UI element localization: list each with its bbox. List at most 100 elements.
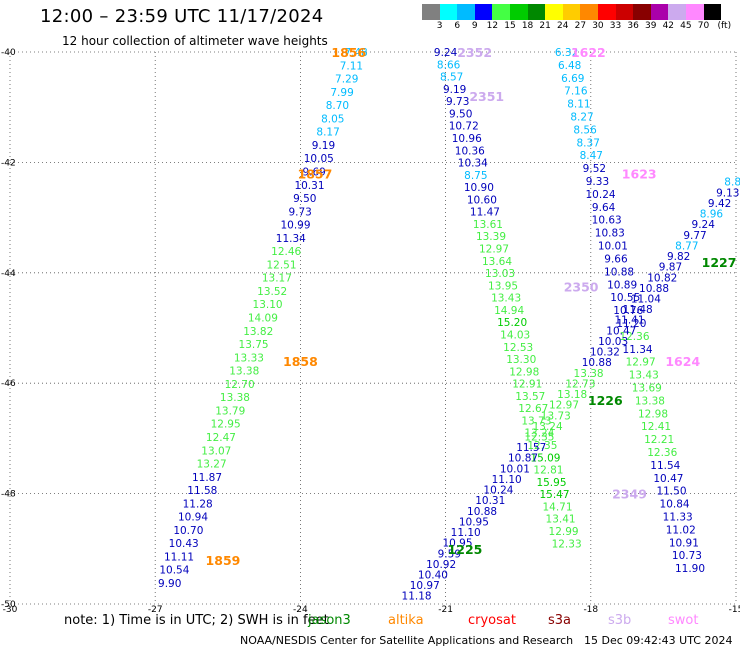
wave-height-value: 13.75 [239, 339, 269, 351]
wave-height-value: 13.27 [197, 459, 227, 471]
satellite-legend-swot: swot [668, 613, 699, 628]
wave-height-value: 9.50 [449, 108, 472, 120]
wave-height-value: 13.43 [629, 370, 659, 382]
wave-height-value: 9.90 [158, 578, 181, 590]
wave-height-value: 10.31 [475, 495, 505, 507]
wave-height-value: 10.24 [483, 485, 513, 497]
satellite-legend-jason3: jason3 [308, 613, 351, 628]
wave-height-value: 11.58 [187, 485, 217, 497]
wave-height-value: 9.19 [443, 84, 466, 96]
wave-height-value: 12.99 [549, 526, 579, 538]
wave-height-value: 13.38 [229, 366, 259, 378]
wave-height-value: 12.35 [527, 440, 557, 452]
wave-height-value: 12.98 [638, 408, 668, 420]
wave-height-value: 13.57 [515, 391, 545, 403]
pass-time-label: 1622 [571, 45, 606, 60]
legend-label: 42 [662, 21, 675, 31]
y-tick-label: -48 [1, 490, 16, 500]
wave-height-value: 9.87 [659, 262, 682, 274]
wave-height-value: 13.39 [476, 231, 506, 243]
legend-label: 36 [627, 21, 639, 31]
wave-height-value: 14.03 [500, 329, 530, 341]
wave-height-value: 13.33 [234, 352, 264, 364]
wave-height-value: 10.92 [426, 559, 456, 571]
wave-height-value: 9.33 [586, 176, 609, 188]
wave-height-value: 11.87 [192, 472, 222, 484]
wave-height-value: 8.96 [700, 209, 724, 221]
wave-height-value: 12.81 [533, 465, 563, 477]
wave-height-value: 10.47 [606, 325, 636, 337]
wave-height-value: 8.57 [440, 72, 463, 84]
wave-height-value: 13.24 [524, 428, 554, 440]
wave-height-value: 10.70 [173, 525, 203, 537]
wave-height-value: 12.95 [211, 419, 241, 431]
wave-height-value: 12.36 [619, 331, 649, 343]
legend-swatch [597, 4, 616, 20]
wave-height-value: 9.59 [438, 548, 461, 560]
wave-height-value: 11.11 [164, 551, 194, 563]
x-tick-label: -21 [438, 605, 453, 612]
legend-unit: (ft) [717, 21, 732, 31]
wave-height-value: 15.95 [536, 477, 566, 489]
wave-height-value: 10.47 [653, 473, 683, 485]
wave-height-value: 7.48 [344, 47, 367, 59]
wave-height-value: 9.52 [583, 163, 606, 175]
wave-height-value: 9.73 [288, 206, 311, 218]
wave-height-value: 13.30 [506, 354, 536, 366]
wave-height-value: 12.53 [503, 342, 533, 354]
legend-swatch [685, 4, 704, 20]
wave-height-value: 9.24 [692, 219, 716, 231]
legend-swatch [527, 4, 546, 20]
wave-height-value: 12.70 [225, 379, 255, 391]
legend-swatch [457, 4, 475, 20]
wave-height-value: 13.69 [632, 382, 662, 394]
wave-height-value: 9.69 [302, 166, 325, 178]
wave-height-value: 8.17 [316, 127, 339, 139]
wave-height-value: 9.77 [683, 230, 706, 242]
wave-height-value: 8.66 [437, 59, 461, 71]
wave-height-value: 13.52 [257, 286, 287, 298]
wave-height-value: 10.89 [607, 279, 637, 291]
wave-height-value: 14.94 [494, 305, 524, 317]
wave-height-value: 8.27 [570, 112, 593, 124]
legend-label: 3 [436, 21, 443, 31]
wave-height-value: 9.24 [434, 47, 458, 59]
wave-height-color-legend [422, 4, 722, 20]
wave-height-value: 11.28 [183, 498, 213, 510]
wave-height-value: 10.55 [610, 292, 640, 304]
wave-height-value: 13.41 [546, 514, 576, 526]
wave-height-value: 12.51 [266, 259, 296, 271]
legend-swatch [562, 4, 581, 20]
wave-height-value: 10.99 [280, 220, 310, 232]
pass-time-label: 1623 [622, 166, 657, 181]
legend-label: 39 [644, 21, 657, 31]
wave-height-value: 13.03 [485, 268, 515, 280]
wave-height-value: 10.34 [458, 158, 488, 170]
legend-label: 18 [521, 21, 534, 31]
wave-height-value: 10.90 [464, 182, 494, 194]
chart-title: 12:00 – 23:59 UTC 11/17/2024 [40, 6, 324, 27]
wave-height-value: 10.43 [169, 538, 199, 550]
wave-height-value: 11.20 [616, 318, 646, 330]
wave-height-value: 12.97 [479, 244, 509, 256]
time-unit-note: note: 1) Time is in UTC; 2) SWH is in fe… [64, 613, 329, 628]
wave-height-value: 14.71 [542, 501, 572, 513]
legend-swatch [615, 4, 634, 20]
pass-time-label: 1227 [702, 255, 737, 270]
legend-label: 12 [486, 21, 499, 31]
x-tick-label: -15 [729, 605, 740, 612]
y-tick-label: -44 [1, 269, 16, 279]
wave-height-value: 11.10 [451, 527, 481, 539]
wave-height-value: 8.75 [464, 170, 487, 182]
wave-height-value: 10.72 [449, 121, 479, 133]
wave-height-value: 10.95 [459, 516, 489, 528]
wave-height-value: 7.16 [564, 86, 588, 98]
wave-height-value: 10.60 [467, 194, 497, 206]
pass-time-label: 1225 [448, 542, 483, 557]
wave-height-value: 12.36 [647, 447, 677, 459]
x-tick-label: -18 [583, 605, 598, 612]
wave-height-value: 12.33 [552, 538, 582, 550]
pass-time-label: 1856 [331, 45, 366, 60]
wave-height-value: 13.38 [635, 395, 665, 407]
legend-swatch [509, 4, 528, 20]
